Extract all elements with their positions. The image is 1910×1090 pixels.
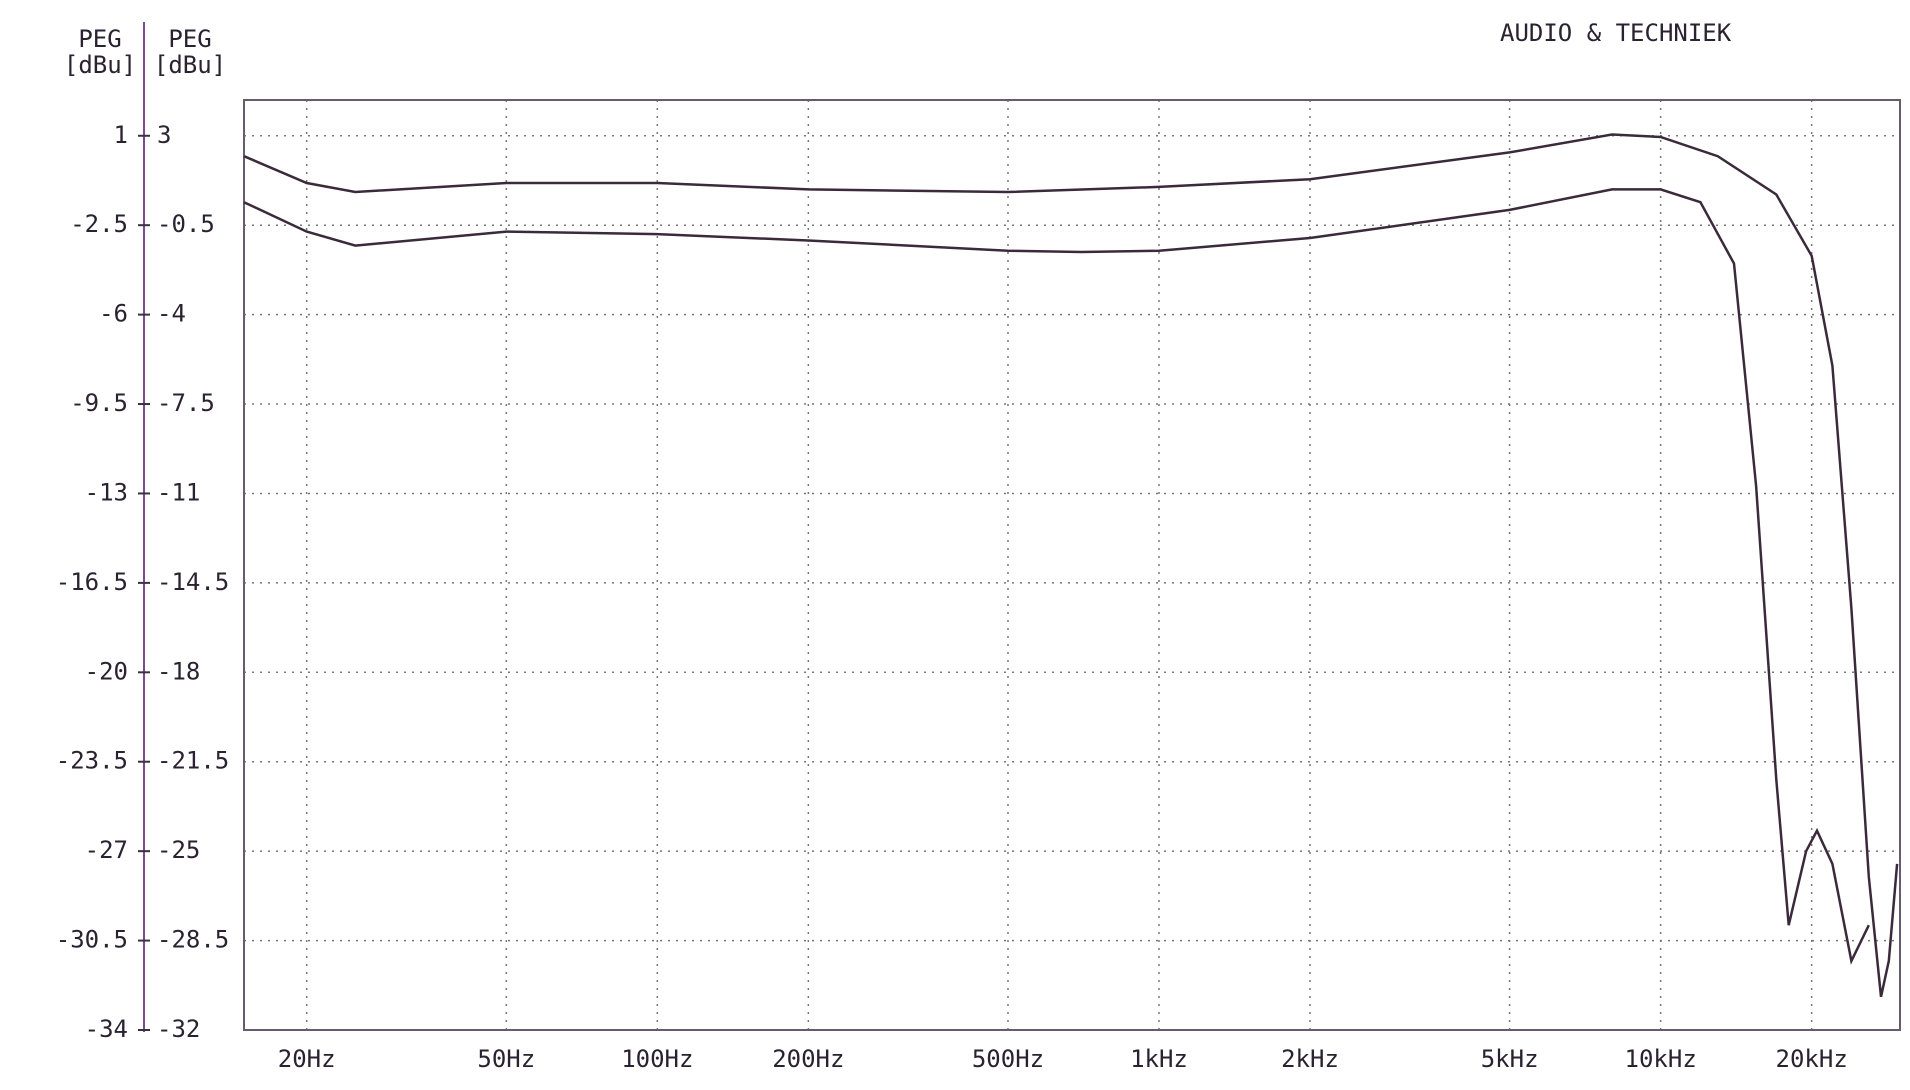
- y-tick-label: -13: [85, 478, 128, 506]
- y2-tick-label: -25: [157, 836, 200, 864]
- y-tick-label: -6: [99, 300, 128, 328]
- y2-tick-label: -11: [157, 478, 200, 506]
- x-tick-label: 20Hz: [278, 1045, 336, 1073]
- x-tick-label: 500Hz: [972, 1045, 1044, 1073]
- x-tick-label: 20kHz: [1776, 1045, 1848, 1073]
- y-tick-label: -9.5: [70, 389, 128, 417]
- y2-tick-label: -14.5: [157, 568, 229, 596]
- y2-tick-label: -4: [157, 300, 186, 328]
- y-label: [dBu]: [64, 51, 136, 79]
- y-tick-label: -20: [85, 657, 128, 685]
- x-tick-label: 1kHz: [1130, 1045, 1188, 1073]
- y2-label: [dBu]: [154, 51, 226, 79]
- y-tick-label: -30.5: [56, 926, 128, 954]
- y2-tick-label: -7.5: [157, 389, 215, 417]
- series-line: [243, 133, 1899, 998]
- x-tick-label: 2kHz: [1281, 1045, 1339, 1073]
- y2-tick-label: -18: [157, 657, 200, 685]
- plot-frame: [243, 99, 1901, 1031]
- y-tick-label: 1: [114, 121, 128, 149]
- y2-label: PEG: [168, 25, 211, 53]
- y2-tick-label: -28.5: [157, 926, 229, 954]
- x-tick-label: 10kHz: [1625, 1045, 1697, 1073]
- y-label: PEG: [78, 25, 121, 53]
- y-tick-label: -27: [85, 836, 128, 864]
- brand: AUDIO & TECHNIEK: [1500, 19, 1732, 47]
- x-tick-label: 200Hz: [772, 1045, 844, 1073]
- x-tick-label: 100Hz: [621, 1045, 693, 1073]
- series-line: [243, 188, 1870, 965]
- y-tick-label: -16.5: [56, 568, 128, 596]
- x-tick-label: 50Hz: [477, 1045, 535, 1073]
- y2-tick-label: -21.5: [157, 747, 229, 775]
- y2-tick-label: -32: [157, 1015, 200, 1043]
- y-tick-label: -34: [85, 1015, 128, 1043]
- y2-tick-label: -0.5: [157, 210, 215, 238]
- y2-tick-label: 3: [157, 121, 171, 149]
- y-tick-label: -23.5: [56, 747, 128, 775]
- x-tick-label: 5kHz: [1481, 1045, 1539, 1073]
- y-tick-label: -2.5: [70, 210, 128, 238]
